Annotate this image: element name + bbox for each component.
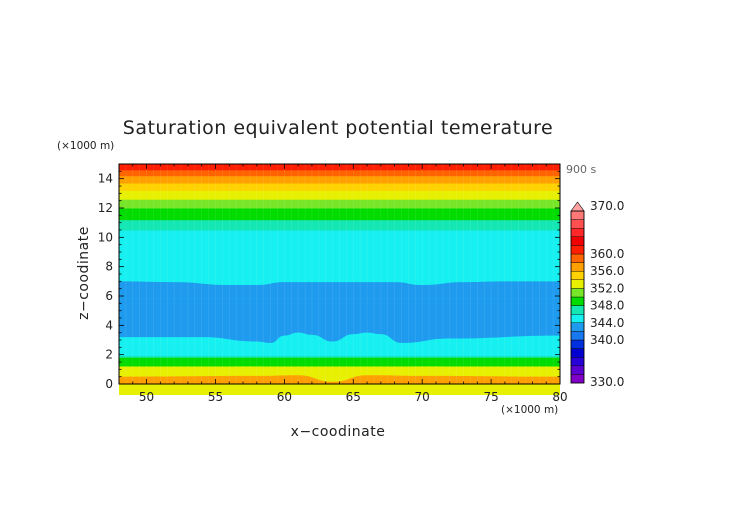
colorbar-level-5 xyxy=(570,331,585,341)
colorbar-level-8 xyxy=(570,305,585,315)
colorbar-level-10 xyxy=(570,288,585,298)
y-axis-title: z−coodinate xyxy=(76,226,92,320)
colorbar-level-4 xyxy=(570,339,585,349)
colorbar-level-15 xyxy=(570,245,585,255)
x-tick-label: 50 xyxy=(139,390,154,404)
x-tick-label: 60 xyxy=(277,390,292,404)
x-axis-title: x−coodinate xyxy=(291,424,386,440)
contour-region-0 xyxy=(119,272,560,299)
colorbar-over-arrow xyxy=(570,201,585,212)
x-tick-label: 70 xyxy=(415,390,430,404)
colorbar-level-0 xyxy=(570,374,585,384)
y-tick-label: 4 xyxy=(105,318,113,332)
colorbar-level-18 xyxy=(570,219,585,229)
contour-band-14 xyxy=(119,175,560,184)
contour-fills xyxy=(118,164,561,395)
contour-band-12 xyxy=(119,190,560,200)
y-tick-label: 12 xyxy=(98,201,113,215)
colorbar-level-6 xyxy=(570,322,585,332)
x-tick-label: 55 xyxy=(208,390,223,404)
chart-title: Saturation equivalent potential temeratu… xyxy=(123,117,553,139)
y-tick-label: 2 xyxy=(105,348,113,362)
y-tick-label: 14 xyxy=(98,172,113,186)
y-axis-ticks: 0 2 4 6 8 10 12 14 xyxy=(98,163,560,391)
contour-band-13 xyxy=(119,183,560,191)
colorbar-border xyxy=(570,210,585,384)
colorbar-label: 352.0 xyxy=(590,281,624,295)
colorbar-level-7 xyxy=(570,314,585,324)
colorbar-label: 360.0 xyxy=(590,247,624,261)
contour-band-10 xyxy=(119,208,560,221)
colorbar-level-1 xyxy=(570,365,585,375)
colorbar-level-9 xyxy=(570,296,585,306)
colorbar-level-12 xyxy=(570,271,585,281)
contour-band-16 xyxy=(119,164,560,171)
contour-band-15 xyxy=(119,169,560,177)
colorbar-label: 370.0 xyxy=(590,199,624,213)
colorbar-level-19 xyxy=(570,210,585,220)
contour-region-1 xyxy=(119,323,560,357)
colorbar-level-16 xyxy=(570,236,585,246)
y-unit-label: (×1000 m) xyxy=(57,140,114,152)
colorbar-level-14 xyxy=(570,253,585,263)
y-tick-label: 6 xyxy=(105,289,113,303)
colorbar-level-11 xyxy=(570,279,585,289)
x-tick-label: 65 xyxy=(346,390,361,404)
colorbar-label: 340.0 xyxy=(590,333,624,347)
colorbar: 370.0 360.0 356.0 352.0 348.0 344.0 340.0 330.0 xyxy=(570,199,624,389)
time-label: 900 s xyxy=(566,163,596,176)
colorbar-level-2 xyxy=(570,357,585,367)
x-axis-ticks: 50 55 60 65 70 75 80 xyxy=(118,164,568,404)
y-tick-label: 10 xyxy=(98,230,113,244)
y-tick-label: 0 xyxy=(105,377,113,391)
colorbar-label: 356.0 xyxy=(590,264,624,278)
colorbar-label: 344.0 xyxy=(590,316,624,330)
colorbar-label: 348.0 xyxy=(590,299,624,313)
x-tick-label: 80 xyxy=(552,390,567,404)
contour-band-9 xyxy=(119,219,560,231)
x-unit-label: (×1000 m) xyxy=(501,404,558,416)
colorbar-level-17 xyxy=(570,227,585,237)
colorbar-label: 330.0 xyxy=(590,375,624,389)
y-tick-label: 8 xyxy=(105,260,113,274)
contour-band-11 xyxy=(119,199,560,209)
x-tick-label: 75 xyxy=(483,390,498,404)
colorbar-level-3 xyxy=(570,348,585,358)
colorbar-level-13 xyxy=(570,262,585,272)
